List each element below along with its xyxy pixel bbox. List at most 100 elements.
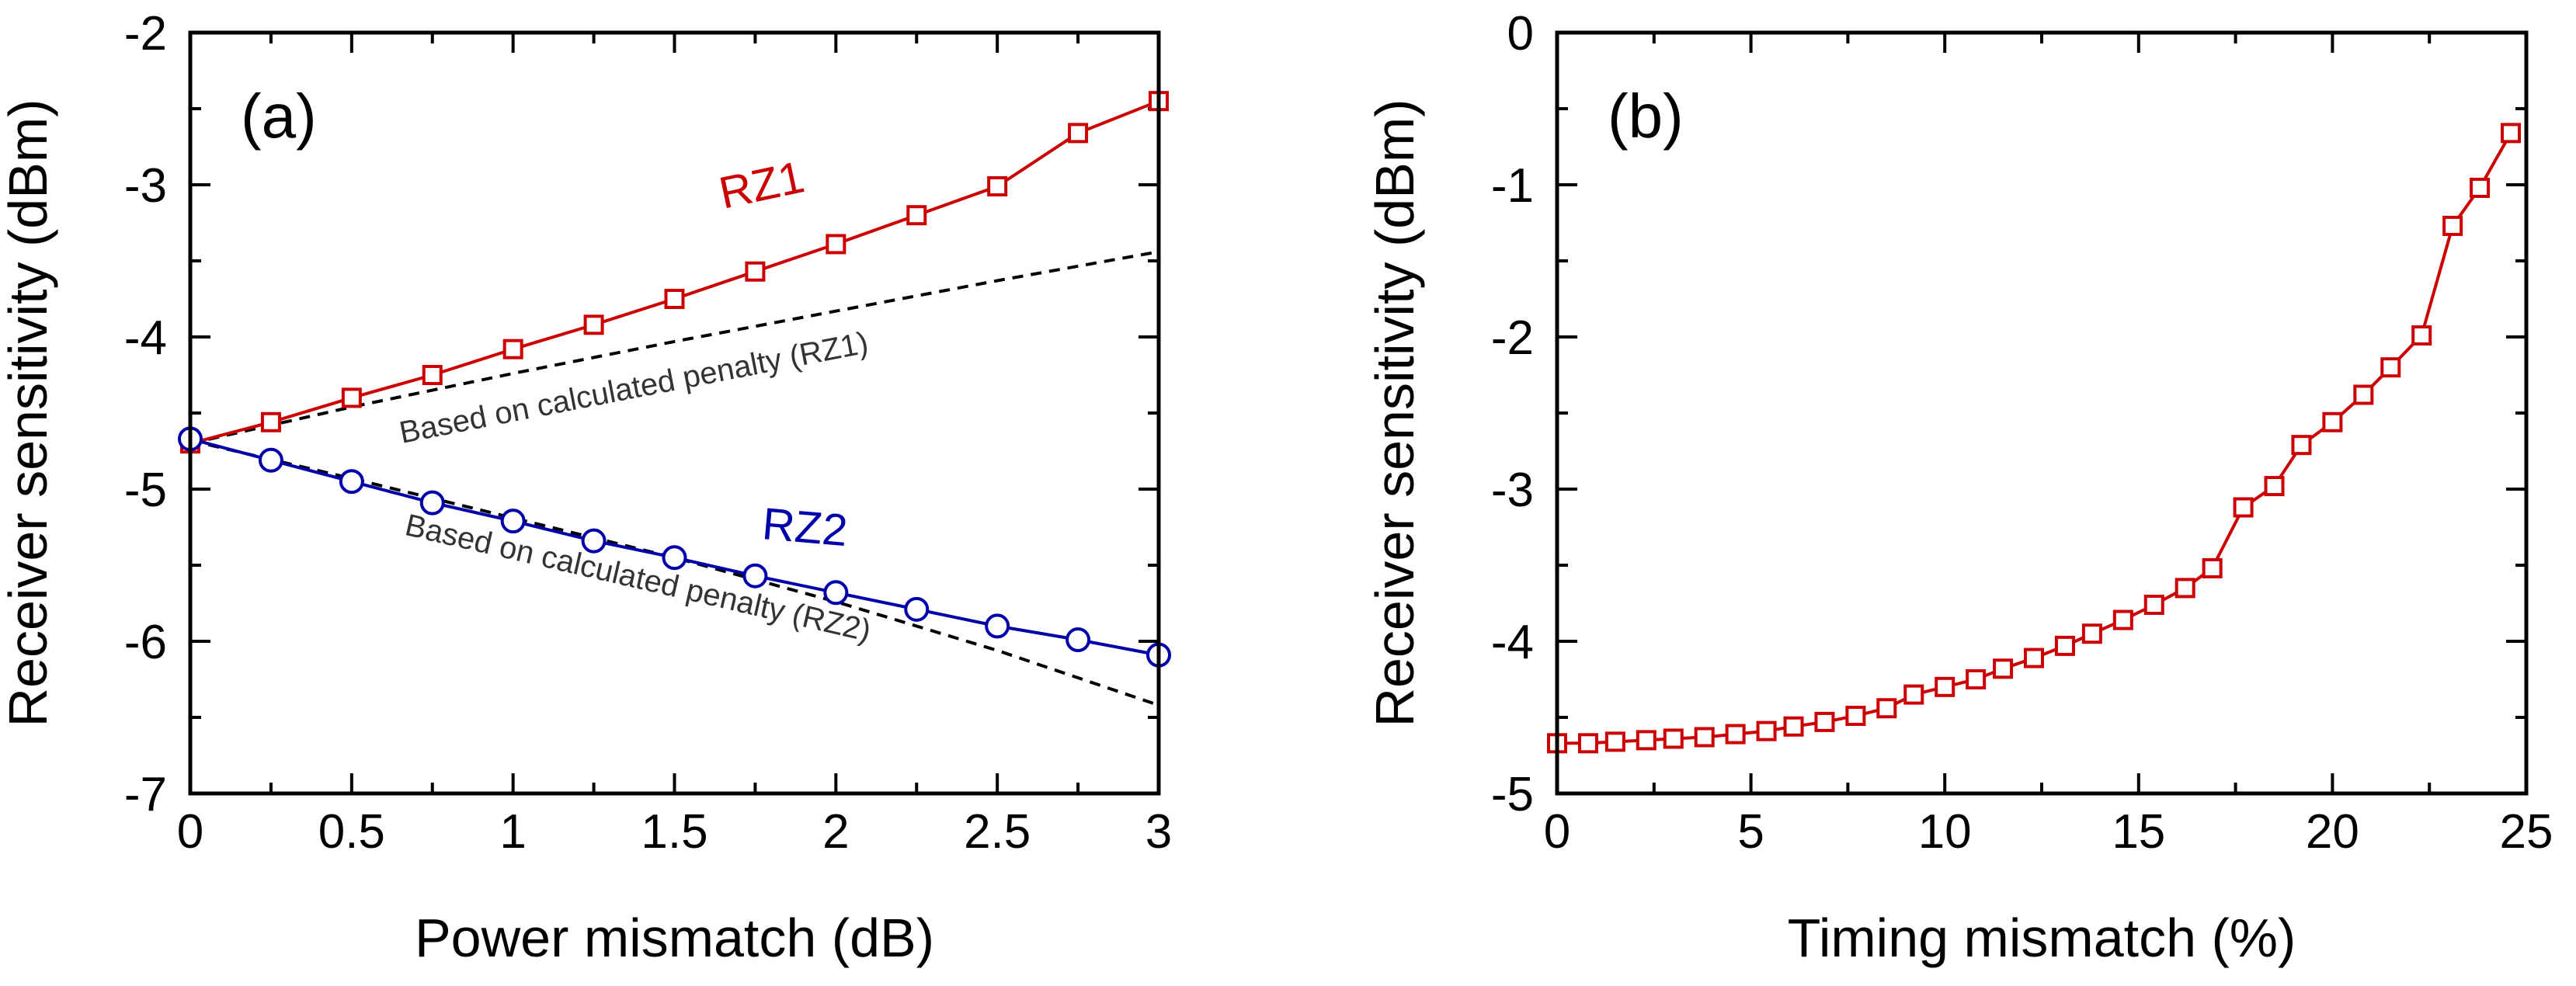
panel-b-x-axis-title: Timing mismatch (%) — [1788, 908, 2296, 968]
data-point-timing-mismatch — [1814, 711, 1835, 732]
data-point-rz1 — [502, 339, 523, 359]
panel-b-ticks — [1556, 31, 2528, 795]
panel-b: 0 5 10 15 20 25 -5 -4 -3 -2 -1 0 (b) Timing mismatc… — [1364, 7, 2553, 968]
x-tick-label: 2 — [822, 805, 849, 859]
data-point-timing-mismatch — [1935, 676, 1955, 697]
data-point-timing-mismatch — [2081, 623, 2102, 644]
data-point-timing-mismatch — [1966, 669, 1987, 689]
x-tick-label: 0 — [1544, 805, 1570, 859]
data-point-rz1 — [422, 365, 443, 385]
data-point-timing-mismatch — [2470, 177, 2491, 198]
data-point-timing-mismatch — [1694, 727, 1715, 748]
panel-a-x-axis-title: Power mismatch (dB) — [415, 908, 934, 968]
panel-b-tick-labels: 0 5 10 15 20 25 -5 -4 -3 -2 -1 0 — [1491, 7, 2553, 859]
data-point-rz1 — [664, 289, 685, 309]
y-tick-label: -2 — [1491, 311, 1534, 365]
data-point-rz2 — [581, 528, 607, 554]
data-point-timing-mismatch — [1903, 684, 1924, 705]
y-tick-label: 0 — [1507, 7, 1534, 61]
data-point-rz2 — [904, 596, 930, 622]
data-point-rz2 — [823, 580, 849, 606]
data-point-timing-mismatch — [2442, 215, 2463, 236]
data-point-rz1 — [1068, 123, 1089, 144]
data-point-timing-mismatch — [2174, 578, 2195, 599]
data-point-rz1 — [906, 205, 927, 226]
data-point-rz1 — [341, 387, 362, 408]
panel-a: 0 0.5 1 1.5 2 2.5 3 -7 -6 -5 -4 -3 -2 (a) Power mism… — [0, 7, 1172, 968]
calc-penalty-rz1-label: Based on calculated penalty (RZ1) — [397, 325, 871, 450]
x-tick-label: 25 — [2500, 805, 2553, 859]
data-point-timing-mismatch — [2202, 557, 2223, 578]
data-point-timing-mismatch — [2291, 435, 2312, 456]
data-point-timing-mismatch — [2501, 123, 2522, 144]
rz1-series-label: RZ1 — [714, 151, 808, 218]
y-tick-label: -4 — [124, 311, 167, 365]
panel-a-label: (a) — [241, 82, 317, 151]
x-tick-label: 0 — [177, 805, 203, 859]
x-tick-label: 10 — [1918, 805, 1972, 859]
y-tick-label: -6 — [124, 616, 167, 669]
x-tick-label: 20 — [2306, 805, 2359, 859]
panel-a-tick-labels: 0 0.5 1 1.5 2 2.5 3 -7 -6 -5 -4 -3 -2 — [124, 7, 1172, 859]
data-point-timing-mismatch — [1756, 720, 1777, 741]
x-tick-label: 0.5 — [318, 805, 385, 859]
data-point-timing-mismatch — [1636, 730, 1656, 751]
data-point-timing-mismatch — [1845, 706, 1866, 727]
x-tick-label: 2.5 — [964, 805, 1031, 859]
data-point-rz2 — [1066, 627, 1091, 653]
data-point-rz2 — [662, 545, 687, 571]
data-point-timing-mismatch — [2411, 325, 2432, 346]
data-point-timing-mismatch — [2054, 635, 2075, 656]
data-point-rz2 — [258, 447, 283, 473]
data-point-rz1 — [583, 314, 604, 335]
data-point-rz1 — [745, 261, 766, 282]
data-point-rz1 — [826, 234, 846, 255]
data-point-timing-mismatch — [1604, 731, 1625, 752]
y-tick-label: -3 — [1491, 463, 1534, 517]
data-point-rz2 — [742, 563, 768, 588]
panel-a-series — [178, 91, 1171, 707]
y-tick-label: -3 — [124, 159, 167, 213]
panel-b-y-axis-title: Receiver sensitivity (dBm) — [1364, 99, 1425, 727]
data-point-timing-mismatch — [1663, 728, 1684, 749]
data-point-timing-mismatch — [1577, 733, 1598, 754]
y-tick-label: -7 — [124, 768, 167, 821]
y-tick-label: -4 — [1491, 616, 1534, 669]
data-point-timing-mismatch — [2112, 609, 2133, 630]
panel-a-frame — [188, 30, 1161, 796]
panel-a-ticks — [189, 31, 1160, 795]
y-tick-label: -2 — [124, 7, 167, 61]
x-tick-label: 3 — [1145, 805, 1172, 859]
panel-b-label: (b) — [1608, 82, 1684, 151]
series-line-based-on-calculated-penalty-rz1 — [189, 250, 1159, 446]
y-tick-label: -5 — [1491, 768, 1534, 821]
data-point-timing-mismatch — [2264, 476, 2285, 497]
panel-b-series — [1547, 123, 2522, 754]
data-point-rz2 — [339, 469, 364, 495]
panel-b-frame — [1555, 30, 2529, 796]
data-point-timing-mismatch — [2024, 647, 2045, 668]
data-point-rz2 — [500, 509, 526, 534]
data-point-timing-mismatch — [1876, 698, 1897, 719]
x-tick-label: 15 — [2112, 805, 2165, 859]
data-point-rz2 — [419, 490, 445, 516]
y-tick-label: -1 — [1491, 159, 1534, 213]
rz2-series-label: RZ2 — [760, 498, 850, 556]
data-point-timing-mismatch — [2380, 357, 2401, 378]
panel-a-y-axis-title: Receiver sensitivity (dBm) — [0, 99, 58, 727]
data-point-timing-mismatch — [2233, 497, 2254, 518]
data-point-timing-mismatch — [2353, 384, 2374, 405]
data-point-timing-mismatch — [2322, 411, 2343, 432]
data-point-timing-mismatch — [1783, 716, 1804, 737]
data-point-rz2 — [985, 613, 1010, 639]
x-tick-label: 1 — [499, 805, 526, 859]
y-tick-label: -5 — [124, 463, 167, 517]
data-point-timing-mismatch — [2143, 594, 2164, 615]
data-point-timing-mismatch — [1725, 724, 1746, 745]
data-point-timing-mismatch — [1993, 658, 2014, 679]
x-tick-label: 5 — [1737, 805, 1764, 859]
data-point-rz1 — [260, 411, 281, 432]
x-tick-label: 1.5 — [641, 805, 707, 859]
data-point-rz1 — [987, 175, 1008, 196]
